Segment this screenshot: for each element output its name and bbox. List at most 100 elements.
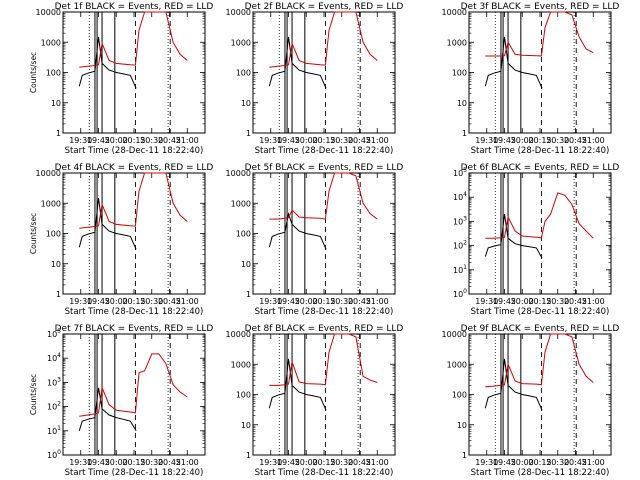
y-tick-label: 100 — [236, 391, 251, 400]
y-tick-label: 1000 — [231, 360, 251, 369]
y-tick-label: 1 — [246, 451, 251, 460]
lld-series-line — [79, 353, 188, 417]
x-tick-label: 20:15 — [312, 136, 335, 145]
x-axis-label: Start Time (28-Dec-11 18:22:40) — [471, 146, 610, 156]
y-tick-label: 100 — [452, 69, 467, 78]
x-tick-label: 20:45 — [348, 458, 371, 467]
x-axis-label: Start Time (28-Dec-11 18:22:40) — [65, 307, 204, 317]
lld-series-line — [485, 333, 594, 388]
y-tick-label: 1000 — [231, 199, 251, 208]
y-tick-label: 1 — [462, 451, 467, 460]
y-tick-label: 104 — [453, 191, 467, 202]
plot-frame — [468, 11, 612, 134]
y-tick-label: 101 — [47, 425, 61, 436]
events-series-line — [484, 36, 543, 89]
y-tick-label: 102 — [453, 240, 467, 251]
y-tick-label: 1000 — [231, 38, 251, 47]
lld-series-line — [485, 11, 594, 57]
plot-frame — [62, 11, 206, 134]
plot-frame — [252, 333, 396, 456]
x-axis-label: Start Time (28-Dec-11 18:22:40) — [65, 146, 204, 156]
y-tick-label: 100 — [46, 69, 61, 78]
x-tick-label: 21:00 — [176, 297, 199, 306]
plot-frame — [62, 172, 206, 295]
x-tick-label: 20:30 — [546, 297, 569, 306]
y-tick-label: 10 — [51, 99, 61, 108]
x-tick-label: 20:45 — [348, 136, 371, 145]
x-tick-label: 20:45 — [158, 458, 181, 467]
x-tick-label: 20:00 — [295, 458, 318, 467]
x-tick-label: 20:45 — [348, 297, 371, 306]
panel-title: Det 6f BLACK = Events, RED = LLD — [461, 163, 620, 173]
x-tick-label: 19:30 — [475, 297, 498, 306]
events-series-line — [268, 36, 327, 89]
x-tick-label: 21:00 — [582, 458, 605, 467]
x-tick-label: 20:00 — [105, 136, 128, 145]
y-tick-label: 10000 — [36, 169, 61, 178]
y-tick-label: 105 — [47, 328, 61, 339]
x-axis-label: Start Time (28-Dec-11 18:22:40) — [255, 146, 394, 156]
y-tick-label: 100 — [452, 391, 467, 400]
y-tick-label: 1 — [246, 290, 251, 299]
y-tick-label: 10 — [457, 99, 467, 108]
panel-title: Det 5f BLACK = Events, RED = LLD — [245, 163, 404, 173]
x-tick-label: 20:00 — [511, 458, 534, 467]
panel-4: Det 4f BLACK = Events, RED = LLD 1 10 100 10… — [29, 163, 213, 317]
panel-3: Det 3f BLACK = Events, RED = LLD 1 10 100 10… — [442, 2, 620, 156]
x-tick-label: 20:15 — [528, 458, 551, 467]
x-tick-label: 20:30 — [546, 458, 569, 467]
events-series-line — [484, 358, 543, 411]
y-tick-label: 10000 — [226, 330, 251, 339]
y-tick-label: 10 — [241, 260, 251, 269]
panel-title: Det 7f BLACK = Events, RED = LLD — [55, 324, 214, 334]
x-tick-label: 20:45 — [564, 136, 587, 145]
y-tick-label: 1000 — [41, 199, 61, 208]
y-tick-label: 104 — [47, 352, 61, 363]
y-tick-label: 101 — [453, 264, 467, 275]
panel-6: Det 6f BLACK = Events, RED = LLD 100 101 10… — [453, 163, 619, 317]
y-tick-label: 1000 — [41, 38, 61, 47]
x-tick-label: 21:00 — [582, 297, 605, 306]
lld-series-line — [79, 11, 188, 68]
x-tick-label: 19:30 — [475, 458, 498, 467]
x-tick-label: 21:00 — [176, 458, 199, 467]
x-tick-label: 19:45 — [493, 297, 516, 306]
x-tick-label: 20:00 — [511, 136, 534, 145]
y-tick-label: 10000 — [226, 169, 251, 178]
y-tick-label: 10000 — [36, 8, 61, 17]
x-tick-label: 20:00 — [511, 297, 534, 306]
x-tick-label: 19:30 — [69, 297, 92, 306]
y-tick-label: 1000 — [447, 38, 467, 47]
x-tick-label: 21:00 — [582, 136, 605, 145]
y-tick-label: 10 — [51, 260, 61, 269]
y-tick-label: 103 — [453, 215, 467, 226]
y-tick-label: 100 — [236, 69, 251, 78]
plot-frame — [252, 11, 396, 134]
x-tick-label: 20:30 — [330, 458, 353, 467]
panel-7: Det 7f BLACK = Events, RED = LLD 100 101 10… — [29, 324, 213, 478]
y-tick-label: 1 — [56, 290, 61, 299]
events-series-line — [78, 36, 137, 89]
panel-9: Det 9f BLACK = Events, RED = LLD 1 10 100 10… — [442, 324, 620, 478]
x-tick-label: 19:30 — [259, 458, 282, 467]
plot-frame — [468, 333, 612, 456]
x-tick-label: 20:30 — [140, 458, 163, 467]
x-tick-label: 21:00 — [366, 136, 389, 145]
lld-series-line — [269, 172, 378, 220]
x-tick-label: 20:45 — [158, 136, 181, 145]
x-tick-label: 19:30 — [259, 136, 282, 145]
x-tick-label: 19:45 — [87, 136, 110, 145]
x-tick-label: 21:00 — [176, 136, 199, 145]
x-tick-label: 20:15 — [122, 297, 145, 306]
y-axis-label: Counts/sec — [29, 213, 38, 254]
panel-8: Det 8f BLACK = Events, RED = LLD 1 10 100 10… — [226, 324, 404, 478]
x-tick-label: 20:45 — [564, 297, 587, 306]
y-tick-label: 10 — [241, 421, 251, 430]
y-tick-label: 100 — [46, 230, 61, 239]
lld-series-line — [269, 333, 378, 386]
y-tick-label: 10 — [457, 421, 467, 430]
x-tick-label: 20:15 — [528, 297, 551, 306]
y-tick-label: 100 — [47, 449, 61, 460]
panel-5: Det 5f BLACK = Events, RED = LLD 1 10 100 10… — [226, 163, 404, 317]
